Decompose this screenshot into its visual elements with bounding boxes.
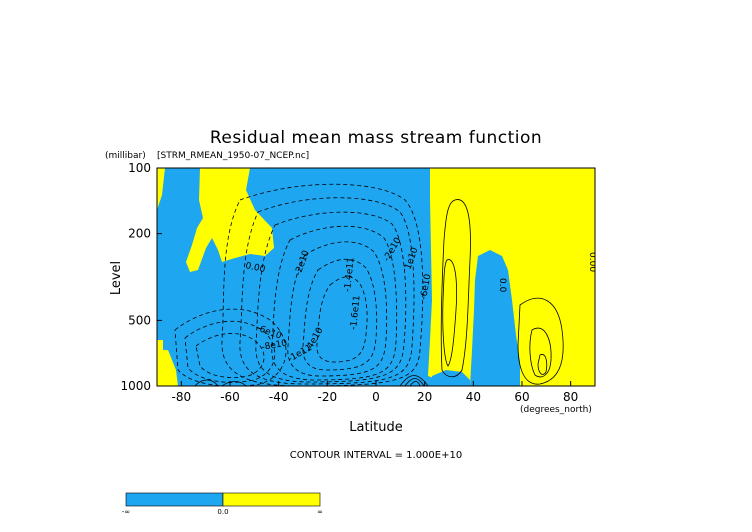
- contour-label: 0.0: [497, 278, 507, 293]
- y-axis-label: Level: [109, 261, 124, 295]
- x-tick-label: -40: [269, 390, 289, 404]
- positive-fill-south-edge: [157, 168, 165, 210]
- contour-label: -1.4e11: [343, 257, 357, 292]
- x-tick-label: -80: [172, 390, 192, 404]
- contour-label: -8e10: [261, 339, 289, 353]
- x-tick-label: 80: [563, 390, 578, 404]
- x-tick-label: 40: [466, 390, 481, 404]
- y-unit-label: (millibar): [105, 151, 146, 161]
- plot-area: 0.00 -2e10 -1.4e11 -1.6e11 -4e10 -6e10 -…: [157, 168, 597, 386]
- y-tick-label: 1000: [120, 379, 151, 393]
- contour-label: -1.6e11: [349, 295, 363, 330]
- colorbar-negative-segment: [125, 492, 224, 507]
- y-tick-label: 200: [128, 227, 151, 241]
- negative-fill-surface-pocket: [430, 370, 470, 386]
- x-axis-ticks: -80 -60 -40 -20 0 20 40 60 80: [172, 381, 578, 404]
- x-tick-label: 0: [372, 390, 380, 404]
- source-file-label: [STRM_RMEAN_1950-07_NCEP.nc]: [157, 151, 309, 161]
- colorbar-label-neg-inf: -∞: [122, 508, 130, 516]
- colorbar: -∞ 0.0 ∞: [122, 492, 323, 516]
- colorbar-label-pos-inf: ∞: [317, 508, 323, 516]
- contour-lines: [174, 183, 564, 386]
- positive-fill-south-upper: [186, 168, 274, 272]
- colorbar-positive-segment: [222, 492, 321, 507]
- colorbar-label-zero: 0.0: [217, 508, 228, 516]
- x-tick-label: 60: [514, 390, 529, 404]
- contour-interval-text: CONTOUR INTERVAL = 1.000E+10: [290, 450, 462, 461]
- y-axis-ticks: 100 200 500 1000: [120, 161, 162, 393]
- y-tick-label: 100: [128, 161, 151, 175]
- x-tick-label: -60: [220, 390, 240, 404]
- contour-label: 0.00: [244, 261, 266, 275]
- negative-fill-north-pocket: [470, 250, 520, 386]
- contour-label: -6e10: [419, 273, 433, 301]
- chart-title: Residual mean mass stream function: [210, 128, 542, 148]
- y-tick-label: 500: [128, 313, 151, 327]
- x-tick-label: 20: [417, 390, 432, 404]
- positive-fill-south-lower: [157, 340, 178, 386]
- x-unit-label: (degrees_north): [520, 405, 592, 415]
- x-tick-label: -20: [318, 390, 338, 404]
- x-axis-label: Latitude: [349, 420, 403, 435]
- contour-label: 0.00: [587, 252, 597, 272]
